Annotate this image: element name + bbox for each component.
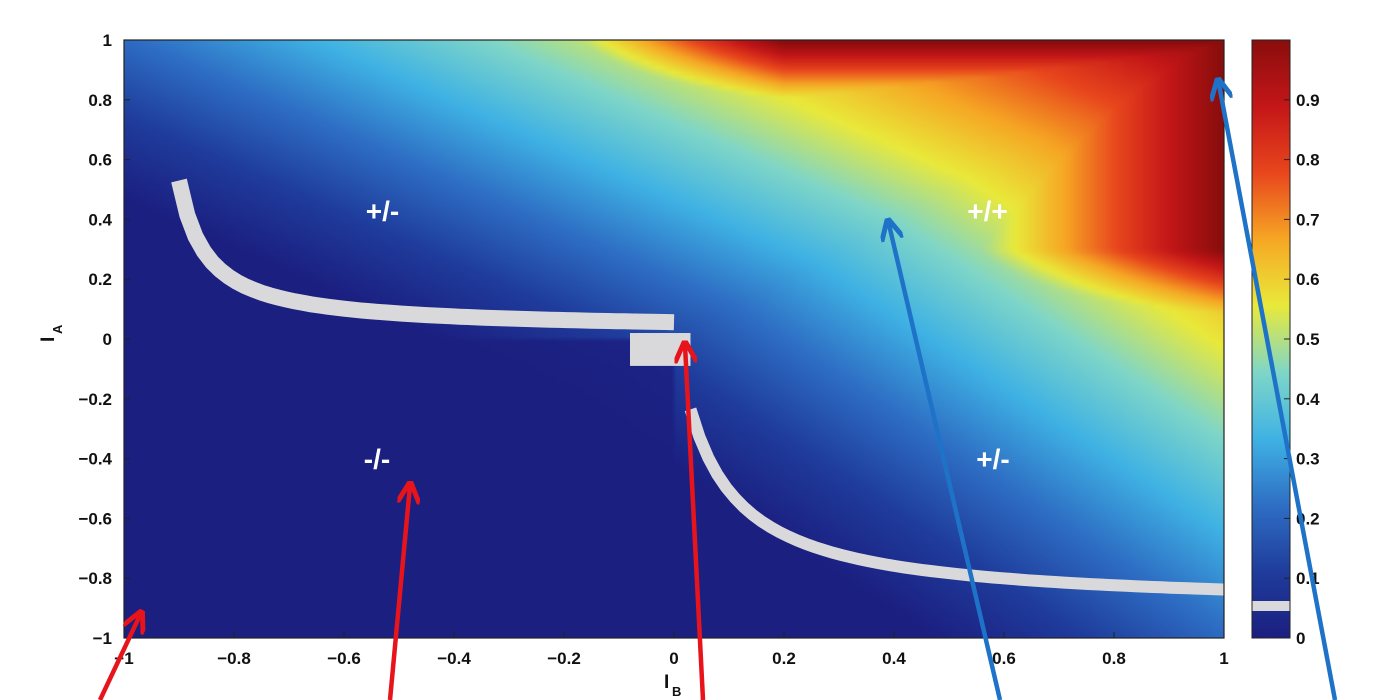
y-tick-label: −1 [93,629,112,648]
colorbar-tick-label: 0.5 [1296,330,1320,349]
y-axis-ticks: 1 0.8 0.6 0.4 0.2 0 −0.2 −0.4 −0.6 −0.8 −1 [78,31,130,648]
region-label: -/- [364,444,390,475]
y-tick-label: 0.6 [88,151,112,170]
region-label: +/- [976,444,1009,475]
colorbar-fill [1252,40,1290,638]
y-tick-label: 0.2 [88,270,112,289]
colorbar-tick-label: 0.1 [1296,569,1320,588]
x-tick-label: −0.4 [437,649,471,668]
y-axis-label-main: I [38,337,59,342]
y-tick-label: 1 [103,31,112,50]
x-tick-label: −0.6 [327,649,361,668]
boundary-bands [171,178,1224,596]
annotation-arrow [387,486,410,700]
colorbar-tick-label: 0.3 [1296,450,1320,469]
colorbar-tick-label: 0.9 [1296,91,1320,110]
y-tick-label: 0 [103,330,112,349]
colorbar: 0.90.80.70.60.50.40.30.20.10 [1251,39,1320,648]
colorbar-tick-label: 0.8 [1296,151,1320,170]
annotation-arrow [1219,82,1338,700]
x-axis-ticks: −1 −0.8 −0.6 −0.4 −0.2 0 0.2 0.4 0.6 0.8 1 [114,632,1229,668]
x-axis-label-main: I [664,672,669,693]
x-axis-label: I B [664,672,681,699]
x-tick-label: 0.8 [1102,649,1126,668]
boundary-junction [630,333,691,366]
annotation-arrows [97,82,1338,700]
y-axis-label: I A [38,324,65,342]
colorbar-tick-label: 0.7 [1296,210,1320,229]
y-tick-label: −0.6 [78,509,112,528]
x-tick-label: −0.8 [217,649,251,668]
upper-boundary-band [171,178,675,331]
x-tick-label: 0.2 [772,649,796,668]
region-label: +/- [366,195,399,226]
colorbar-tick-label: 0.6 [1296,270,1320,289]
colorbar-tick-label: 0.4 [1296,390,1320,409]
y-tick-label: 0.8 [88,91,112,110]
x-tick-label: 0 [669,649,678,668]
y-tick-label: −0.2 [78,390,112,409]
x-axis-label-sub: B [672,684,681,699]
x-tick-label: −0.2 [547,649,581,668]
region-label: +/+ [967,195,1007,226]
lower-boundary-band [684,407,1224,596]
y-tick-label: −0.8 [78,569,112,588]
x-tick-label: 1 [1219,649,1228,668]
x-tick-label: 0.4 [882,649,906,668]
x-tick-label: 0.6 [992,649,1016,668]
colorbar-tick-label: 0 [1296,629,1305,648]
y-axis-label-sub: A [50,324,65,334]
plot-area: +/- +/+ -/- +/- [123,39,1225,639]
y-tick-label: −0.4 [78,450,112,469]
annotation-arrow [889,222,1003,700]
region-labels: +/- +/+ -/- +/- [364,195,1010,474]
annotation-arrow [685,345,706,700]
colorbar-band-gap [1252,601,1290,611]
y-tick-label: 0.4 [88,210,112,229]
annotation-arrow [97,614,141,700]
